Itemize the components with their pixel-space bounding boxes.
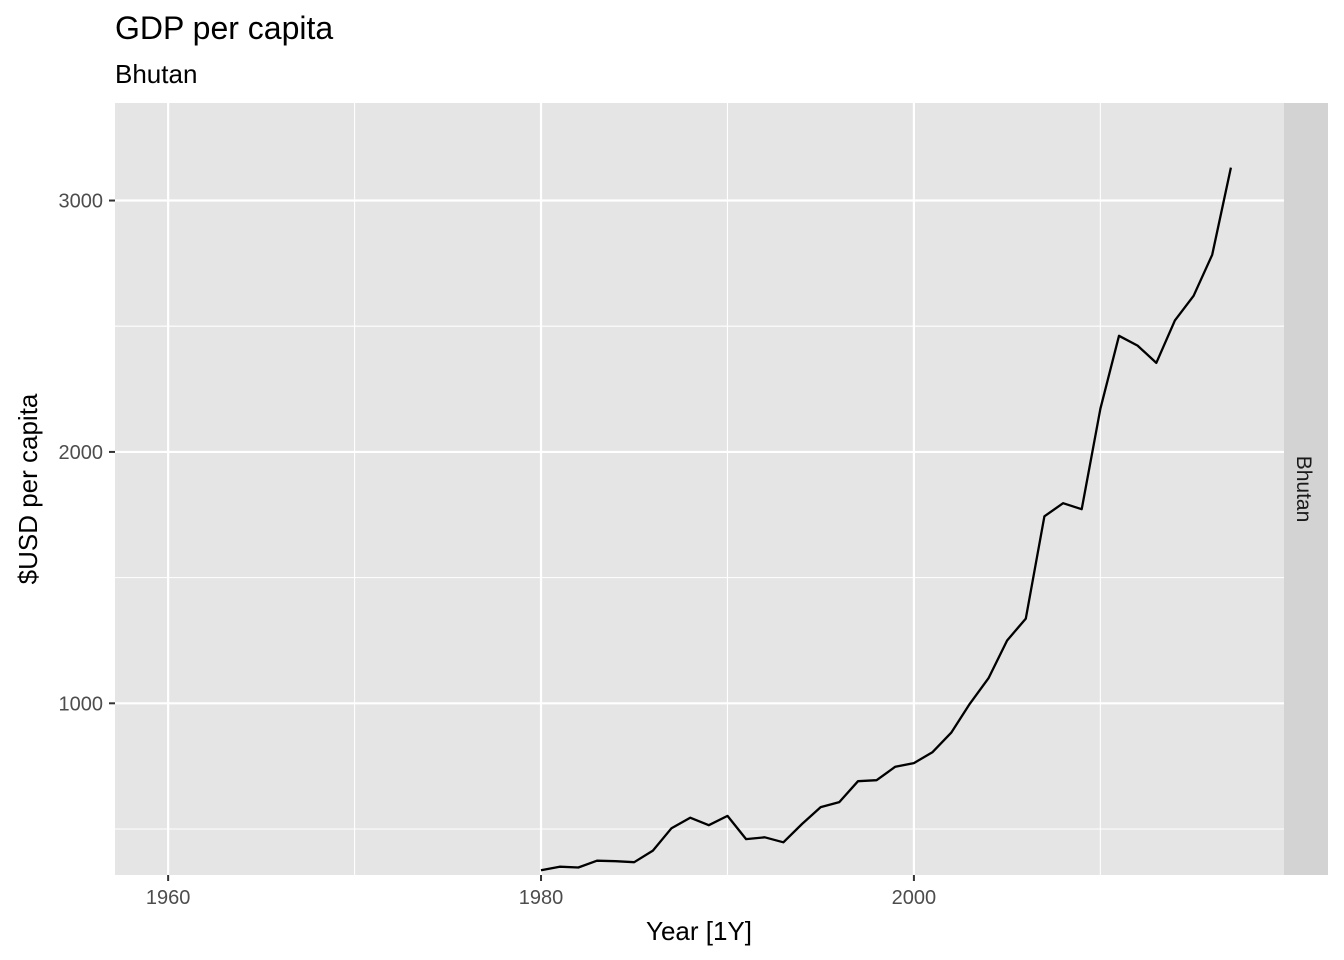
x-tick-label: 1980: [519, 887, 564, 909]
plot-panel: [115, 103, 1284, 875]
x-tick-label: 2000: [892, 887, 937, 909]
minor-gridlines: [115, 103, 1284, 875]
facet-strip: [1284, 103, 1328, 875]
y-axis-title: $USD per capita: [13, 393, 43, 584]
x-axis: 1960 1980 2000: [146, 875, 936, 909]
x-tick-label: 1960: [146, 887, 191, 909]
facet-strip-label: Bhutan: [1292, 456, 1315, 523]
x-axis-title: Year [1Y]: [646, 916, 752, 946]
chart-subtitle: Bhutan: [115, 59, 197, 89]
series-line: [540, 167, 1233, 872]
y-tick-label: 3000: [59, 191, 104, 213]
y-axis: 1000 2000 3000: [59, 191, 115, 715]
y-tick-label: 2000: [59, 442, 104, 464]
major-gridlines: [115, 103, 1284, 875]
y-tick-label: 1000: [59, 693, 104, 715]
chart-title: GDP per capita: [115, 10, 333, 46]
series-layer: [540, 167, 1233, 872]
